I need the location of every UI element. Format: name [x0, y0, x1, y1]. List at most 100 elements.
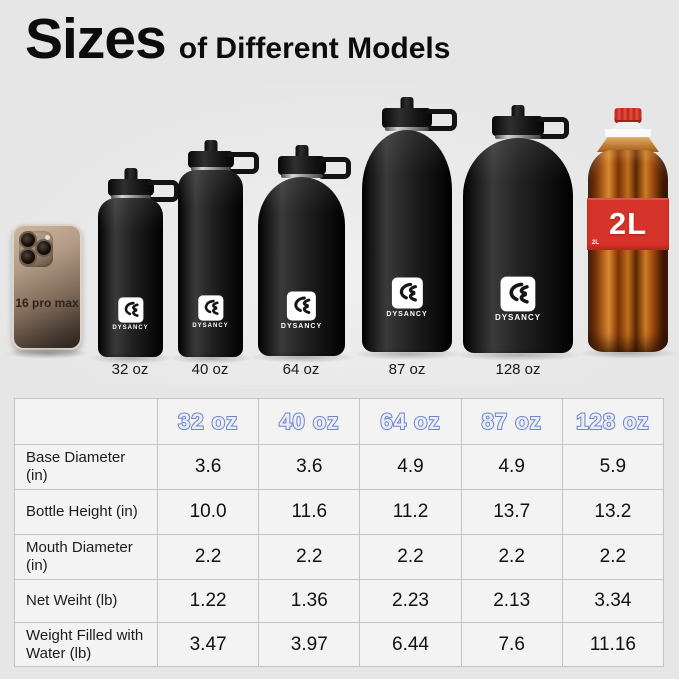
bottle-neck-ring [385, 127, 429, 131]
bottle-handle [146, 180, 179, 202]
soda-label: 2L [587, 198, 669, 250]
size-caption-40oz: 40 oz [191, 361, 229, 378]
bottle-body: DYSANCY [463, 138, 573, 353]
page-title-sub: of Different Models [178, 32, 451, 65]
dysancy-logo-icon [500, 276, 536, 312]
dysancy-logo-icon [391, 277, 423, 309]
spec-value: 1.22 [158, 580, 260, 623]
dysancy-logo: DYSANCY [386, 277, 427, 318]
soda-neck [597, 122, 659, 152]
size-caption-32oz: 32 oz [111, 361, 149, 378]
dysancy-logo: DYSANCY [192, 295, 228, 329]
dysancy-logo: DYSANCY [495, 276, 541, 322]
spec-col-header-87oz: 87 oz [461, 399, 563, 445]
soda-label-text: 2L [608, 206, 648, 241]
bottle-cap [382, 108, 457, 131]
bottle-handle [318, 157, 351, 179]
spec-value: 2.2 [158, 535, 260, 580]
bottle-spout [511, 105, 525, 117]
soda-shadow [578, 347, 678, 359]
bottle-shadow [452, 349, 584, 361]
dysancy-logo-icon [117, 297, 144, 323]
bottle-spout [400, 97, 414, 109]
bottle-handle [226, 152, 259, 174]
bottle-shadow [351, 348, 463, 360]
bottle-handle [537, 117, 569, 139]
spec-value: 10.0 [158, 490, 260, 535]
dysancy-logo-text: DYSANCY [192, 323, 229, 329]
spec-value: 3.34 [562, 580, 664, 623]
bottle-body: DYSANCY [178, 170, 243, 357]
bottle-body: DYSANCY [362, 130, 452, 352]
spec-value: 11.6 [259, 490, 361, 535]
spec-value: 6.44 [360, 623, 462, 667]
spec-value: 7.6 [461, 623, 563, 667]
bottle-neck-ring [495, 135, 541, 139]
spec-value: 11.16 [562, 623, 664, 667]
dysancy-logo-text: DYSANCY [494, 313, 542, 322]
phone-lens-icon [21, 250, 35, 264]
spec-value: 3.6 [259, 445, 361, 490]
spec-value: 3.6 [158, 445, 260, 490]
bottle-128oz: DYSANCY [452, 0, 584, 380]
spec-row-label-base-diameter: Base Diameter (in) [15, 445, 158, 490]
bottle-87oz: DYSANCY [351, 0, 463, 380]
bottle-cap [492, 116, 569, 139]
phone-shadow [4, 347, 90, 359]
bottle-body: DYSANCY [258, 177, 345, 356]
spec-col-header-40oz: 40 oz [259, 399, 361, 445]
soda-corner-mark: 2L [592, 240, 600, 246]
bottle-body: DYSANCY [98, 198, 163, 357]
spec-row-label-bottle-height: Bottle Height (in) [15, 490, 158, 535]
spec-value: 4.9 [360, 445, 462, 490]
phone-flash-icon [45, 235, 50, 240]
bottle-shadow [247, 351, 356, 363]
spec-row-label-filled-weight: Weight Filled with Water (lb) [15, 623, 158, 667]
soda-neck-band [605, 129, 651, 137]
bottle-cap [107, 179, 179, 202]
bottle-shadow [168, 352, 253, 364]
soda-body [588, 150, 668, 352]
dysancy-logo-text: DYSANCY [280, 323, 323, 330]
spec-corner-cell [15, 399, 158, 445]
bottle-handle [425, 109, 457, 131]
bottle-neck-ring [280, 174, 323, 178]
spec-col-header-128oz: 128 oz [562, 399, 664, 445]
spec-value: 2.2 [562, 535, 664, 580]
dysancy-logo-icon [197, 295, 224, 321]
page-title-main: Sizes [25, 7, 167, 71]
bottle-shadow [88, 352, 173, 364]
phone-camera-module-icon [19, 231, 53, 267]
spec-value: 2.2 [259, 535, 361, 580]
dysancy-logo: DYSANCY [112, 297, 148, 331]
phone-lens-icon [37, 241, 51, 255]
bottle-neck-ring [110, 195, 151, 199]
bottle-64oz: DYSANCY [247, 0, 356, 380]
spec-col-header-32oz: 32 oz [158, 399, 260, 445]
dysancy-logo: DYSANCY [281, 291, 322, 330]
spec-col-header-64oz: 64 oz [360, 399, 462, 445]
phone-label: 16 pro max [15, 296, 79, 310]
spec-value: 4.9 [461, 445, 563, 490]
spec-value: 5.9 [562, 445, 664, 490]
bottle-spout [295, 145, 308, 157]
spec-value: 2.2 [461, 535, 563, 580]
bottle-spout [204, 140, 217, 152]
spec-value: 2.2 [360, 535, 462, 580]
dysancy-logo-text: DYSANCY [386, 311, 428, 318]
size-caption-64oz: 64 oz [282, 361, 320, 378]
dysancy-logo-icon [286, 291, 316, 321]
soda-cap [614, 108, 642, 123]
bottle-cap [187, 151, 259, 174]
soda-bottle-2l: 2L 2L [578, 0, 678, 380]
bottle-32oz: DYSANCY [88, 0, 179, 380]
bottle-neck-ring [190, 167, 231, 171]
size-caption-87oz: 87 oz [388, 361, 426, 378]
spec-row-label-mouth-diameter: Mouth Diameter (in) [15, 535, 158, 580]
spec-value: 13.2 [562, 490, 664, 535]
phone-lens-icon [21, 233, 35, 247]
spec-value: 3.47 [158, 623, 260, 667]
bottle-40oz: DYSANCY [168, 0, 259, 380]
spec-value: 3.97 [259, 623, 361, 667]
